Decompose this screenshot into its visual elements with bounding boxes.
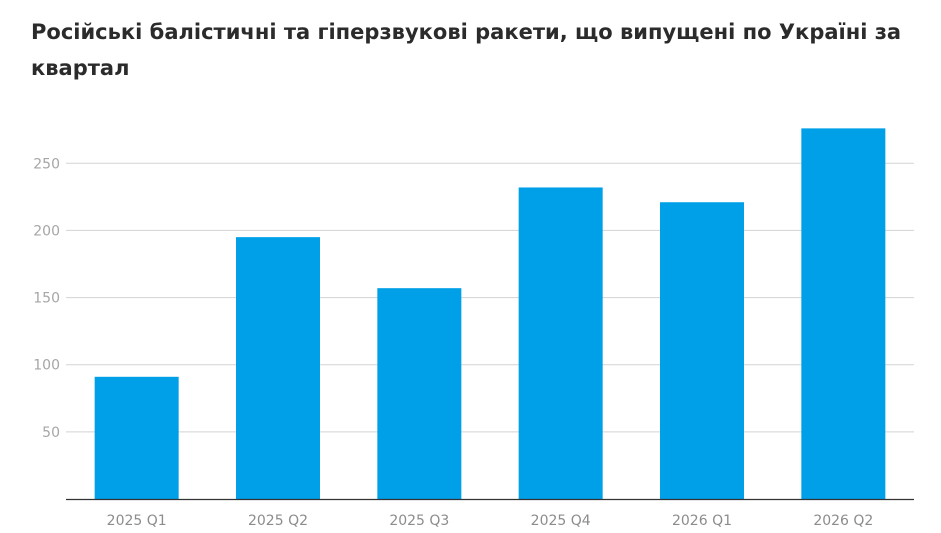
chart-title: Російські балістичні та гіперзвукові рак…	[31, 20, 902, 80]
y-tick-label: 200	[33, 223, 60, 239]
bars	[94, 128, 886, 499]
x-tick-label: 2026 Q2	[813, 513, 873, 529]
x-axis-ticks: 2025 Q1 2025 Q2 2025 Q3 2025 Q4 2026 Q1 2026 …	[107, 513, 874, 529]
bar	[236, 237, 320, 499]
x-tick-label: 2025 Q4	[531, 513, 591, 529]
x-tick-label: 2025 Q2	[248, 513, 308, 529]
y-axis-ticks: 50 100 150 200 250	[33, 156, 60, 441]
bar	[660, 202, 744, 499]
bar	[801, 128, 886, 499]
bar	[518, 187, 603, 499]
y-tick-label: 100	[33, 358, 60, 374]
y-tick-label: 250	[33, 156, 60, 172]
x-tick-label: 2025 Q1	[107, 513, 167, 529]
y-tick-label: 50	[42, 425, 60, 441]
bar	[94, 376, 179, 499]
grid-lines	[66, 162, 914, 433]
x-tick-label: 2025 Q3	[389, 513, 449, 529]
y-tick-label: 150	[33, 291, 60, 307]
x-tick-label: 2026 Q1	[672, 513, 732, 529]
bar	[377, 288, 462, 499]
